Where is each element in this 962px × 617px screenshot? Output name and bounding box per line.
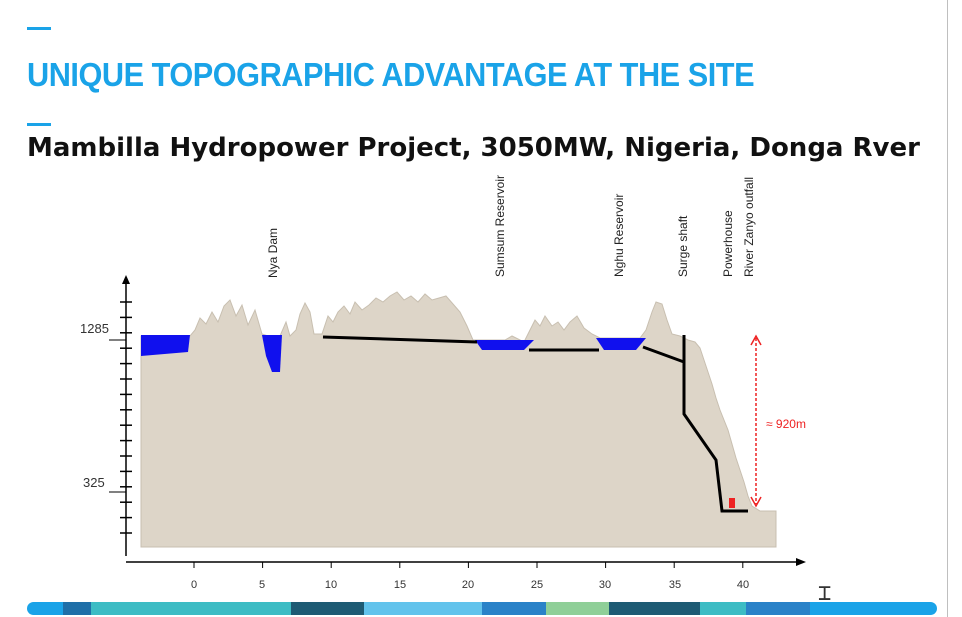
y-tick-label: 325	[83, 475, 105, 490]
progress-segment	[745, 602, 810, 615]
x-tick-label: 5	[259, 579, 265, 591]
tunnel-route	[322, 335, 748, 513]
feature-label-surge-shaft: Surge shaft	[676, 215, 690, 277]
progress-segment	[809, 602, 937, 615]
nghu-reservoir-water	[596, 338, 646, 350]
x-tick-label: 10	[325, 579, 337, 591]
terrain-profile	[140, 291, 777, 548]
x-axis	[126, 558, 806, 566]
head-arrow	[750, 334, 762, 508]
x-tick-label: 0	[191, 579, 197, 591]
upper-reservoir-water	[141, 335, 190, 356]
feature-label-nghu-reservoir: Nghu Reservoir	[612, 194, 626, 277]
x-tick-label: 20	[462, 579, 474, 591]
y-axis	[122, 275, 130, 556]
head-label: ≈ 920m	[766, 417, 806, 431]
feature-label-sumsum-reservoir: Sumsum Reservoir	[493, 175, 507, 277]
progress-segment	[700, 602, 746, 615]
slide-right-border	[947, 0, 948, 617]
progress-segment	[481, 602, 546, 615]
x-axis-tick-marks	[193, 562, 744, 568]
progress-segment	[609, 602, 701, 615]
x-tick-label: 15	[394, 579, 406, 591]
feature-labels: Nya Dam Sumsum Reservoir Nghu Reservoir …	[266, 175, 756, 278]
progress-segment	[363, 602, 482, 615]
feature-label-powerhouse: Powerhouse	[721, 210, 735, 277]
progress-segment	[290, 602, 364, 615]
sumsum-reservoir-water	[475, 340, 534, 350]
water-bodies	[141, 335, 646, 372]
accent-dash-top	[27, 27, 51, 30]
progress-segment	[90, 602, 291, 615]
y-axis-minor-ticks	[120, 301, 132, 534]
progress-segment	[545, 602, 610, 615]
slide-subtitle: Mambilla Hydropower Project, 3050MW, Nig…	[27, 133, 920, 163]
text-cursor-icon: ⌶	[818, 581, 832, 606]
x-tick-label: 30	[599, 579, 611, 591]
topographic-profile-diagram: ≈ 920m 1285 325 0 5 10 15 20 25 30 35 40…	[80, 175, 806, 591]
x-tick-label: 40	[737, 579, 749, 591]
powerhouse-marker	[729, 498, 735, 508]
x-tick-label: 25	[531, 579, 543, 591]
pressure-shaft	[642, 345, 748, 513]
y-tick-label: 1285	[80, 321, 109, 336]
accent-dash-subtitle	[27, 123, 51, 126]
progress-segment	[63, 602, 91, 615]
progress-segment	[27, 602, 64, 615]
nya-dam-water	[262, 335, 282, 372]
headrace-tunnel-1	[322, 335, 478, 344]
feature-label-nya-dam: Nya Dam	[266, 228, 280, 278]
x-tick-label: 35	[669, 579, 681, 591]
slide-title: UNIQUE TOPOGRAPHIC ADVANTAGE AT THE SITE	[27, 56, 755, 93]
x-axis-tick-labels: 0 5 10 15 20 25 30 35 40	[191, 579, 749, 591]
feature-label-river-zanyo-outfall: River Zanyo outfall	[742, 177, 756, 277]
slide-progress-bar	[27, 602, 937, 615]
